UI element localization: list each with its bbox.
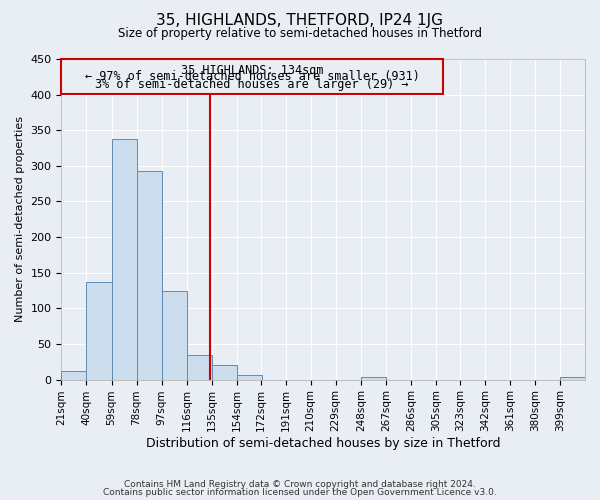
FancyBboxPatch shape xyxy=(61,59,443,94)
Text: 35, HIGHLANDS, THETFORD, IP24 1JG: 35, HIGHLANDS, THETFORD, IP24 1JG xyxy=(157,12,443,28)
Text: ← 97% of semi-detached houses are smaller (931): ← 97% of semi-detached houses are smalle… xyxy=(85,70,419,84)
Text: Size of property relative to semi-detached houses in Thetford: Size of property relative to semi-detach… xyxy=(118,28,482,40)
Text: 3% of semi-detached houses are larger (29) →: 3% of semi-detached houses are larger (2… xyxy=(95,78,409,90)
Bar xyxy=(112,139,137,380)
Bar xyxy=(361,378,386,380)
Text: Contains public sector information licensed under the Open Government Licence v3: Contains public sector information licen… xyxy=(103,488,497,497)
Bar xyxy=(86,282,112,380)
Text: Contains HM Land Registry data © Crown copyright and database right 2024.: Contains HM Land Registry data © Crown c… xyxy=(124,480,476,489)
X-axis label: Distribution of semi-detached houses by size in Thetford: Distribution of semi-detached houses by … xyxy=(146,437,500,450)
Bar xyxy=(137,171,161,380)
Bar xyxy=(560,378,585,380)
Bar xyxy=(161,290,187,380)
Bar xyxy=(237,374,262,380)
Bar xyxy=(212,366,237,380)
Y-axis label: Number of semi-detached properties: Number of semi-detached properties xyxy=(15,116,25,322)
Bar xyxy=(187,354,212,380)
Text: 35 HIGHLANDS: 134sqm: 35 HIGHLANDS: 134sqm xyxy=(181,64,323,77)
Bar xyxy=(61,371,86,380)
